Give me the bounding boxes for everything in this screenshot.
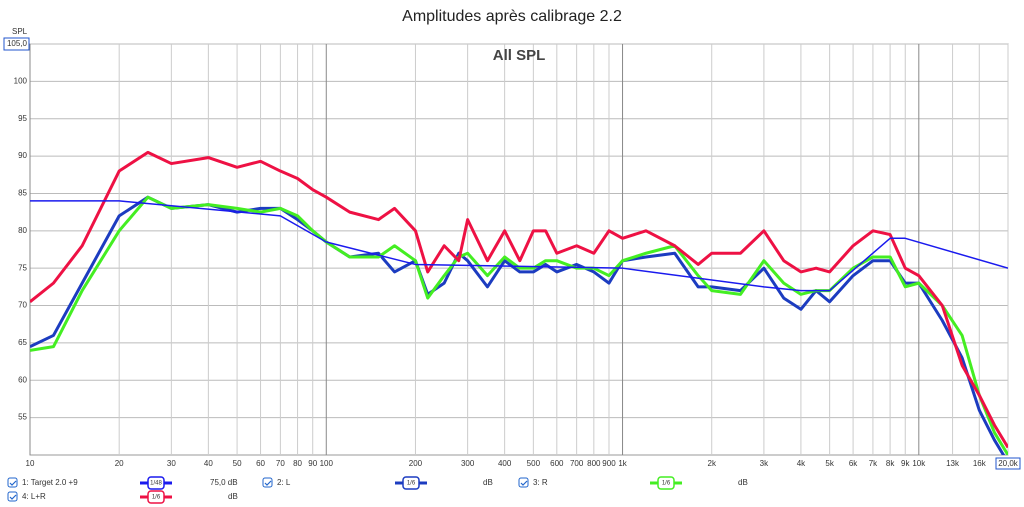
smoothing-box xyxy=(657,476,675,490)
y-tick-label: 75 xyxy=(18,263,27,272)
y-tick-label: 60 xyxy=(18,375,27,384)
x-tick-label: 10 xyxy=(26,459,35,468)
x-tick-label: 6k xyxy=(849,459,858,468)
x-tick-label: 40 xyxy=(204,459,213,468)
x-tick-label: 400 xyxy=(498,459,512,468)
x-tick-label: 9k xyxy=(901,459,910,468)
legend-check xyxy=(9,494,17,500)
plot-label: All SPL xyxy=(493,47,546,64)
legend-level: dB xyxy=(228,492,238,501)
x-tick-label: 20 xyxy=(115,459,124,468)
y-tick-label: 80 xyxy=(18,226,27,235)
x-tick-label: 70 xyxy=(276,459,285,468)
legend-label: 1: Target 2.0 +9 xyxy=(22,478,78,487)
x-tick-label: 3k xyxy=(760,459,769,468)
y-tick-label: 85 xyxy=(18,189,27,198)
smoothing-box xyxy=(147,490,165,504)
x-tick-label: 5k xyxy=(825,459,834,468)
x-tick-label: 7k xyxy=(869,459,878,468)
x-tick-label: 500 xyxy=(527,459,541,468)
x-tick-label: 16k xyxy=(973,459,987,468)
x-tick-label: 300 xyxy=(461,459,475,468)
y-tick-label: 70 xyxy=(18,301,27,310)
legend-label: 3: R xyxy=(533,478,548,487)
x-tick-label: 13k xyxy=(946,459,960,468)
x-tick-label: 10k xyxy=(912,459,926,468)
legend-check xyxy=(9,480,17,486)
chart-title: Amplitudes après calibrage 2.2 xyxy=(402,8,622,25)
tick-box xyxy=(995,457,1021,470)
series-line xyxy=(30,150,1008,449)
x-tick-label: 100 xyxy=(320,459,334,468)
x-tick-label: 60 xyxy=(256,459,265,468)
y-tick-label: 95 xyxy=(18,114,27,123)
x-tick-label: 50 xyxy=(233,459,242,468)
legend-label: 2: L xyxy=(277,478,291,487)
series-line xyxy=(30,195,1008,455)
y-tick-label: 100 xyxy=(14,76,28,85)
legend-check xyxy=(520,480,528,486)
smoothing-label: 1/6 xyxy=(662,481,671,487)
x-tick-label: 800 xyxy=(587,459,601,468)
legend-check xyxy=(264,480,272,486)
smoothing-box xyxy=(402,476,420,490)
plot-area xyxy=(29,43,1009,456)
x-tick-label: 20,0k xyxy=(998,459,1019,468)
legend-label: 4: L+R xyxy=(22,492,46,501)
series-line xyxy=(30,200,1008,292)
legend-level: dB xyxy=(483,478,493,487)
legend-checkbox xyxy=(518,477,529,488)
x-tick-label: 700 xyxy=(570,459,584,468)
legend-level: 75,0 dB xyxy=(210,478,238,487)
x-tick-label: 200 xyxy=(409,459,423,468)
smoothing-label: 1/6 xyxy=(152,495,161,501)
series-line xyxy=(30,195,1006,455)
x-tick-label: 600 xyxy=(550,459,564,468)
y-tick-label: 90 xyxy=(18,151,27,160)
smoothing-label: 1/6 xyxy=(407,481,416,487)
x-tick-label: 8k xyxy=(886,459,895,468)
legend-checkbox xyxy=(262,477,273,488)
legend-checkbox xyxy=(7,477,18,488)
tick-box xyxy=(3,37,30,51)
y-tick-label: 55 xyxy=(18,413,27,422)
x-tick-label: 80 xyxy=(293,459,302,468)
smoothing-box xyxy=(147,476,165,490)
x-tick-label: 1k xyxy=(618,459,627,468)
y-tick-label: 105,0 xyxy=(7,39,28,48)
smoothing-label: 1/48 xyxy=(150,481,162,487)
x-tick-label: 30 xyxy=(167,459,176,468)
legend-checkbox xyxy=(7,491,18,502)
y-axis-label: SPL xyxy=(12,27,28,36)
x-tick-label: 90 xyxy=(308,459,317,468)
x-tick-label: 4k xyxy=(797,459,806,468)
x-tick-label: 900 xyxy=(602,459,616,468)
legend-level: dB xyxy=(738,478,748,487)
y-tick-label: 65 xyxy=(18,338,27,347)
x-tick-label: 2k xyxy=(708,459,717,468)
